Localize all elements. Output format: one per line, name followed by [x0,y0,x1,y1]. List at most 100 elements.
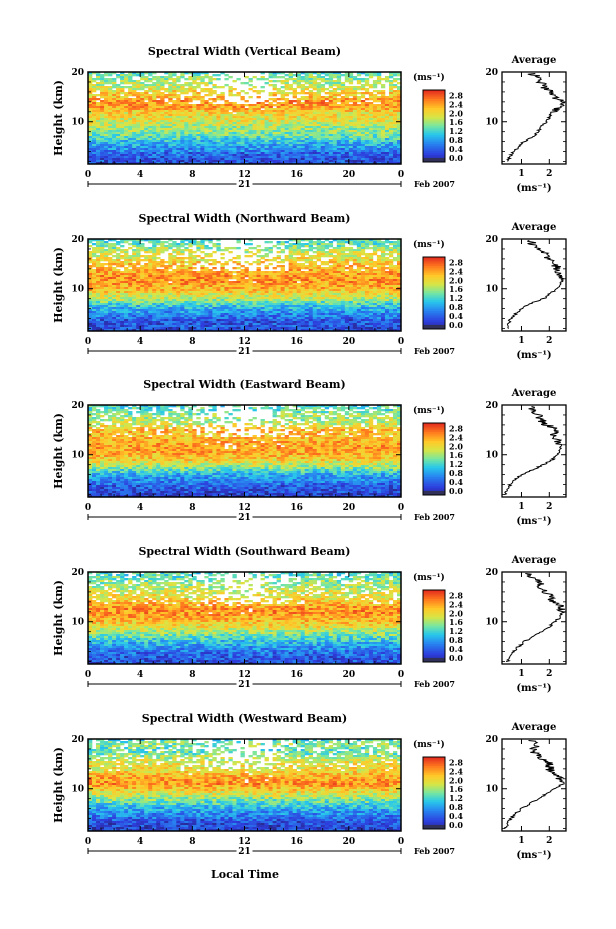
heatmap-cell [332,134,338,137]
heatmap-cell [192,104,197,107]
heatmap-cell [268,158,273,161]
heatmap-cell [388,118,394,121]
heatmap-cell [268,156,273,159]
heatmap-cell [336,128,342,131]
heatmap-cell [272,74,277,77]
heatmap-cell [200,124,205,127]
heatmap-cell [196,106,201,109]
heatmap-cell [188,251,193,254]
heatmap-cell [176,267,181,270]
heatmap-cell [216,239,221,242]
heatmap-cell [136,144,141,147]
heatmap-cell [348,108,354,111]
heatmap-cell [396,140,402,143]
heatmap-cell [184,144,189,147]
heatmap-cell [352,144,358,147]
heatmap-cell [100,158,105,161]
heatmap-cell [264,283,269,286]
heatmap-cell [136,287,141,290]
heatmap-cell [224,84,229,87]
heatmap-cell [344,287,350,290]
heatmap-cell [276,148,281,151]
heatmap-cell [280,90,285,93]
heatmap-cell [332,92,338,95]
heatmap-cell [176,134,181,137]
heatmap-cell [236,136,241,139]
heatmap-cell [112,92,117,95]
heatmap-cell [100,118,105,121]
heatmap-cell [280,128,285,131]
heatmap-cell [240,142,245,145]
heatmap-cell [232,144,237,147]
heatmap-cell [232,285,237,288]
heatmap-cell [108,94,113,97]
heatmap-cell [160,96,165,99]
heatmap-cell [204,239,209,242]
heatmap-cell [348,146,354,149]
heatmap-cell [116,152,121,155]
heatmap-cell [252,136,257,139]
heatmap-cell [372,134,378,137]
heatmap-cell [304,160,309,163]
heatmap-cell [368,156,374,159]
heatmap-cell [100,94,105,97]
heatmap-cell [180,291,185,294]
heatmap-cell [156,106,161,109]
heatmap-cell [268,251,273,254]
heatmap-cell [124,78,129,81]
heatmap-cell [92,134,97,137]
heatmap-cell [120,287,125,290]
heatmap-cell [196,146,201,149]
heatmap-cell [348,118,354,121]
heatmap-cell [148,154,153,157]
heatmap-cell [328,162,334,165]
heatmap-cell [340,267,346,270]
heatmap-cell [192,154,197,157]
heatmap-cell [320,118,326,121]
heatmap-cell [356,277,362,280]
heatmap-cell [176,269,181,272]
heatmap-cell [392,104,398,107]
heatmap-cell [384,108,390,111]
heatmap-cell [204,126,209,129]
heatmap-cell [252,86,257,89]
heatmap-cell [252,287,257,290]
heatmap-cell [388,265,394,268]
heatmap-cell [248,130,253,133]
heatmap-cell [372,285,378,288]
heatmap-cell [352,108,358,111]
heatmap-cell [152,160,157,163]
heatmap-cell [296,239,301,242]
heatmap-cell [280,136,285,139]
heatmap-cell [100,255,105,258]
heatmap-cell [132,104,137,107]
heatmap-cell [164,156,169,159]
heatmap-cell [392,92,398,95]
heatmap-cell [360,140,366,143]
heatmap-cell [116,116,121,119]
heatmap-cell [276,162,281,165]
heatmap-cell [120,130,125,133]
heatmap-cell [376,261,382,264]
heatmap-cell [200,116,205,119]
heatmap-cell [312,102,318,105]
heatmap-cell [88,144,93,147]
heatmap-cell [312,82,318,85]
heatmap-cell [256,116,261,119]
heatmap-cell [260,144,265,147]
heatmap-cell [344,76,350,79]
heatmap-cell [260,134,265,137]
heatmap-cell [104,94,109,97]
heatmap-cell [236,152,241,155]
heatmap-cell [188,249,193,252]
heatmap-cell [396,279,402,282]
heatmap-cell [128,277,133,280]
heatmap-cell [164,130,169,133]
heatmap-cell [132,277,137,280]
heatmap-cell [180,156,185,159]
heatmap-cell [132,134,137,137]
heatmap-cell [128,124,133,127]
heatmap-cell [216,154,221,157]
heatmap-cell [308,152,314,155]
heatmap-cell [328,116,334,119]
